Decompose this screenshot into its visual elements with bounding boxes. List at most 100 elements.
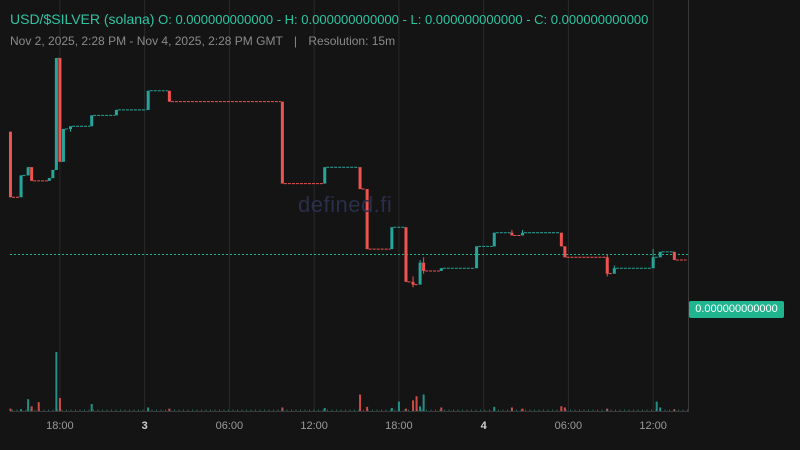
volume-tick [120, 409, 121, 411]
volume-tick [408, 409, 409, 411]
last-price-tag: 0.000000000000 [689, 301, 784, 318]
x-tick-label: 06:00 [555, 420, 583, 432]
volume-tick [340, 409, 342, 411]
volume-tick [664, 409, 666, 411]
volume-tick [646, 409, 648, 411]
volume-tick [426, 409, 427, 411]
volume-tick [633, 409, 634, 411]
volume-tick [102, 409, 103, 411]
volume-tick [471, 409, 472, 411]
volume-tick [246, 409, 247, 411]
volume-tick [66, 409, 67, 411]
candle-body [612, 268, 616, 274]
volume-tick [642, 409, 643, 411]
volume-tick [183, 409, 184, 411]
volume-tick [156, 409, 157, 411]
volume-tick [133, 409, 135, 411]
candles [8, 57, 687, 288]
candle-body [30, 167, 34, 181]
volume-tick [327, 409, 328, 411]
volume-tick [318, 409, 319, 411]
candle-body [563, 246, 567, 258]
volume-tick [502, 409, 504, 411]
volume-tick [394, 409, 396, 411]
volume-tick [624, 409, 625, 411]
volume-tick [295, 409, 297, 411]
volume-tick [444, 409, 445, 411]
title-row: USD/$SILVER (solana) O: 0.000000000000 -… [10, 11, 649, 27]
volume-tick [277, 409, 279, 411]
volume-bar [419, 406, 422, 411]
low-value: 0.000000000000 [424, 12, 523, 27]
volume-tick [111, 409, 112, 411]
volume-tick [507, 409, 508, 411]
volume-tick [331, 409, 333, 411]
volume-tick [358, 409, 360, 411]
watermark: defined.fi [298, 192, 393, 217]
candle-body [167, 90, 171, 102]
volume-tick [93, 409, 94, 411]
volume-tick [525, 409, 526, 411]
volume-tick [516, 409, 517, 411]
volume-tick [169, 409, 171, 411]
volume-tick [511, 409, 513, 411]
volume-tick [210, 409, 211, 411]
volume-tick [219, 409, 220, 411]
volume-tick [565, 409, 567, 411]
volume-tick [250, 409, 252, 411]
volume-bar [563, 407, 566, 411]
volume-tick [259, 409, 261, 411]
volume-tick [354, 409, 355, 411]
volume-tick [583, 409, 585, 411]
volume-tick [205, 409, 207, 411]
volume-tick [552, 409, 553, 411]
volume-tick [160, 409, 162, 411]
volume-tick [48, 409, 49, 411]
candle-body [521, 232, 525, 236]
volume-tick [579, 409, 580, 411]
volume-tick [534, 409, 535, 411]
volume-tick [214, 409, 216, 411]
volume-bar [412, 400, 415, 411]
volume-bar [422, 394, 425, 411]
volume-bar [493, 406, 496, 411]
volume-bar [415, 396, 418, 411]
pair-name: USD/$SILVER (solana) [10, 11, 155, 27]
volume-tick [480, 409, 481, 411]
volume-tick [57, 409, 58, 411]
volume-tick [12, 409, 13, 411]
volume-tick [142, 409, 144, 411]
volume-tick [363, 409, 364, 411]
volume-tick [367, 409, 369, 411]
candle-body [422, 262, 426, 271]
volume-tick [61, 409, 63, 411]
volume-tick [385, 409, 387, 411]
volume-tick [457, 409, 459, 411]
candle-body [492, 232, 496, 247]
close-value: 0.000000000000 [550, 12, 649, 27]
volume-tick [223, 409, 225, 411]
volume-tick [660, 409, 661, 411]
volume-tick [304, 409, 306, 411]
volume-bar [440, 407, 443, 411]
volume-tick [493, 409, 495, 411]
volume-tick [606, 409, 607, 411]
volume-bar [27, 399, 30, 411]
volume-tick [75, 409, 76, 411]
volume-tick [79, 409, 81, 411]
grid-lines [10, 0, 689, 412]
chart-header: USD/$SILVER (solana) O: 0.000000000000 -… [10, 11, 648, 48]
x-tick-label: 3 [142, 420, 148, 432]
volume-tick [273, 409, 274, 411]
volume-tick [264, 409, 265, 411]
high-value: 0.000000000000 [301, 12, 399, 27]
volume-tick [322, 409, 324, 411]
volume-tick [286, 409, 288, 411]
candle-body [605, 257, 609, 274]
volume-tick [291, 409, 292, 411]
volume-tick [34, 409, 36, 411]
volume-tick [88, 409, 90, 411]
volume-bar [655, 401, 658, 411]
volume-tick [570, 409, 571, 411]
